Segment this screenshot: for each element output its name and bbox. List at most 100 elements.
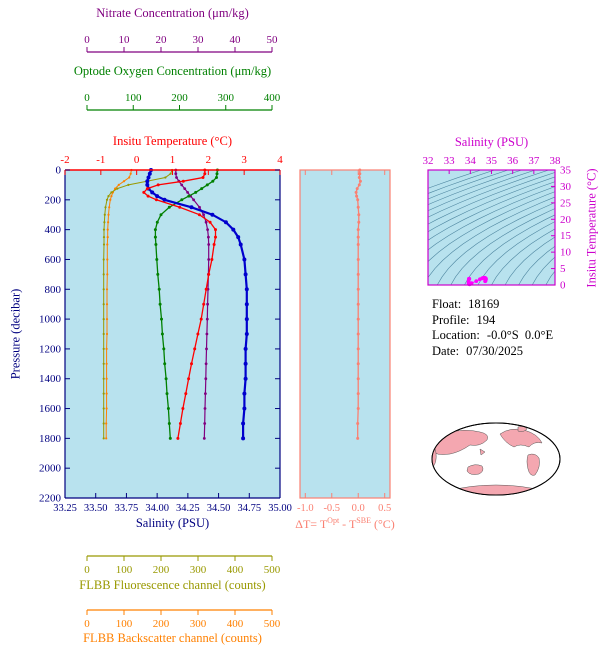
- tick-label: 10: [560, 247, 572, 259]
- tick-label: 34.50: [207, 503, 231, 514]
- tick-label: -2: [60, 154, 69, 166]
- tick-label: 40: [230, 34, 242, 46]
- tick-label: 10: [119, 34, 131, 46]
- delta-label-part: (°C): [370, 517, 395, 531]
- salinity-axis-label: Salinity (PSU): [135, 516, 210, 530]
- tick-label: 50: [267, 34, 279, 46]
- date-line: Date: 07/30/2025: [432, 344, 553, 360]
- tick-label: 400: [227, 564, 244, 576]
- tick-label: 1600: [39, 403, 62, 415]
- float-info-block: Float: 18169 Profile: 194 Location: -0.0°S …: [432, 297, 553, 359]
- ts-temperature-axis-label: Insitu Temperature (°C): [584, 168, 599, 288]
- isopycnal-contours: [428, 170, 555, 285]
- tick-label: 500: [264, 564, 281, 576]
- salinity-profile-series: [145, 168, 249, 441]
- tick-label: 100: [125, 92, 142, 104]
- australia: [466, 464, 484, 475]
- tick-label: 0: [134, 154, 140, 166]
- ts-plot-title: Salinity (PSU): [454, 135, 529, 149]
- tick-label: 4: [277, 154, 283, 166]
- tick-label: 30: [193, 34, 205, 46]
- tick-label: 1200: [39, 343, 62, 355]
- tick-label: 500: [264, 618, 281, 630]
- pressure-axis-label: Pressure (decibar): [8, 288, 23, 380]
- oxygen-axis-title: Optode Oxygen Concentration (μm/kg): [73, 64, 272, 78]
- tick-label: 33.50: [84, 503, 108, 514]
- tick-label: 33: [444, 155, 456, 167]
- info-value: 18169: [468, 297, 500, 311]
- tick-label: 600: [45, 254, 62, 266]
- tick-label: 33.25: [53, 503, 77, 514]
- fluorescence-axis-title: FLBB Fluorescence channel (counts): [79, 578, 266, 592]
- tick-label: 35: [486, 155, 498, 167]
- tick-label: 38: [550, 155, 562, 167]
- info-value: 07/30/2025: [466, 343, 524, 358]
- tick-label: 200: [153, 564, 170, 576]
- tick-label: 2000: [39, 463, 62, 475]
- tick-label: 0.5: [378, 503, 391, 514]
- tick-label: 0: [560, 280, 566, 292]
- tick-label: 34.25: [176, 503, 200, 514]
- tick-label: 36: [507, 155, 519, 167]
- tick-label: 3: [241, 154, 247, 166]
- tick-label: 34.00: [145, 503, 169, 514]
- profile-line: Profile: 194: [432, 313, 553, 329]
- nitrate-axis-title: Nitrate Concentration (μm/kg): [96, 6, 249, 20]
- tick-label: 2: [206, 154, 212, 166]
- southeast-asia: [479, 448, 486, 456]
- location-line: Location: -0.0°S 0.0°E: [432, 328, 553, 344]
- oxygen-profile-series: [153, 168, 219, 440]
- world-map: [431, 422, 561, 496]
- tick-label: 20: [156, 34, 168, 46]
- tick-label: 300: [218, 92, 235, 104]
- tick-label: 0: [84, 92, 90, 104]
- delta-label-part: - T: [339, 517, 357, 531]
- tick-label: 400: [264, 92, 281, 104]
- info-label: Location:: [432, 328, 480, 342]
- delta-label-part: ΔT= T: [295, 517, 328, 531]
- info-label: Profile:: [432, 312, 470, 327]
- tick-label: 20: [560, 214, 572, 226]
- tick-label: 0: [56, 165, 62, 177]
- tick-label: 0.0: [352, 503, 365, 514]
- delta-t-axis-label: ΔT= TOpt - TSBE (°C): [270, 516, 420, 532]
- delta-t-series: [354, 168, 362, 440]
- tick-label: 0: [84, 618, 90, 630]
- tick-label: -1.0: [297, 503, 314, 514]
- tick-label: -0.5: [323, 503, 340, 514]
- info-label: Date:: [432, 343, 460, 358]
- tick-label: 400: [227, 618, 244, 630]
- tick-label: 100: [116, 618, 133, 630]
- tick-label: 800: [45, 284, 62, 296]
- backscatter-axis-title: FLBB Backscatter channel (counts): [83, 631, 262, 645]
- tick-label: 30: [560, 181, 572, 193]
- float-id-line: Float: 18169: [432, 297, 553, 313]
- tick-label: 200: [171, 92, 188, 104]
- tick-label: 400: [45, 224, 62, 236]
- tick-label: 1800: [39, 433, 62, 445]
- tick-label: 34.75: [237, 503, 261, 514]
- nitrate-profile-series: [174, 168, 211, 440]
- tick-label: 0: [84, 34, 90, 46]
- delta-label-sup-opt: Opt: [327, 516, 340, 525]
- info-label: Float:: [432, 297, 462, 311]
- tick-label: 15: [560, 230, 572, 242]
- tick-label: 300: [190, 618, 207, 630]
- tick-label: 2200: [39, 493, 62, 505]
- tick-label: 25: [560, 197, 572, 209]
- temperature-axis-title: Insitu Temperature (°C): [112, 134, 233, 148]
- tick-label: 5: [560, 263, 566, 275]
- tick-label: 300: [190, 564, 207, 576]
- info-value: 194: [476, 312, 496, 327]
- fluorescence-profile-series: [102, 168, 174, 440]
- tick-label: 37: [528, 155, 540, 167]
- tick-label: 35: [560, 165, 572, 177]
- delta-label-sup-sbe: SBE: [356, 516, 371, 525]
- tick-label: 33.75: [115, 503, 139, 514]
- tick-label: -1: [96, 154, 105, 166]
- tick-label: 35.00: [268, 503, 292, 514]
- tick-label: 1000: [39, 314, 62, 326]
- tick-label: 200: [45, 194, 62, 206]
- tick-label: 100: [116, 564, 133, 576]
